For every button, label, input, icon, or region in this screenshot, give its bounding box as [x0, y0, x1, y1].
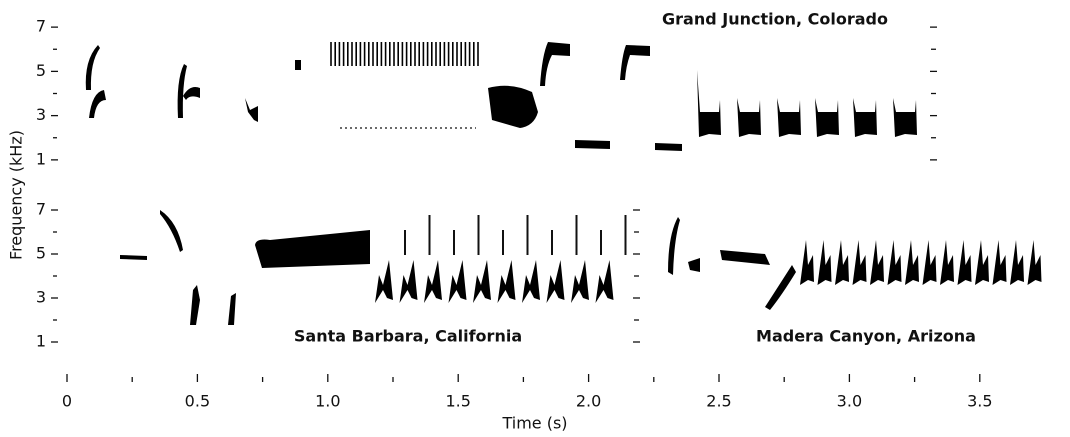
pulse	[817, 240, 832, 285]
pulse	[870, 240, 884, 285]
pulse	[957, 240, 972, 285]
x-axis-label: Time (s)	[501, 414, 567, 433]
y-tick-label: 1	[36, 332, 46, 351]
pulse	[497, 260, 516, 303]
x-tick-label: 3.5	[967, 392, 992, 411]
pulse	[852, 240, 867, 285]
pulse	[448, 260, 467, 303]
pulse	[800, 240, 814, 285]
pulse	[777, 98, 801, 137]
spectrogram-top	[85, 42, 917, 151]
pulse	[737, 98, 761, 137]
pulse	[399, 260, 418, 303]
spectrogram-bottom-left	[120, 210, 627, 325]
pulse	[424, 260, 442, 303]
pulse	[1010, 240, 1024, 285]
pulse	[1027, 240, 1042, 285]
y-axis-label: Frequency (kHz)	[7, 130, 26, 260]
pulse	[571, 260, 589, 303]
panel-title: Grand Junction, Colorado	[662, 10, 888, 29]
y-tick-label: 3	[36, 105, 46, 124]
y-tick-label: 3	[36, 288, 46, 307]
y-tick-label: 7	[36, 200, 46, 219]
panel-title: Madera Canyon, Arizona	[756, 327, 976, 346]
pulse	[835, 240, 849, 285]
pulse	[992, 240, 1007, 285]
x-tick-label: 1.0	[315, 392, 340, 411]
y-tick-label: 1	[36, 149, 46, 168]
pulse	[975, 240, 989, 285]
panel-title: Santa Barbara, California	[294, 327, 522, 346]
pulse	[893, 98, 917, 137]
pulse	[522, 260, 540, 303]
pulse	[375, 260, 393, 303]
pulse	[815, 98, 839, 137]
y-tick-label: 7	[36, 17, 46, 36]
pulse	[595, 260, 614, 303]
y-tick-label: 5	[36, 61, 46, 80]
pulse	[905, 240, 919, 285]
x-tick-label: 2.5	[706, 392, 731, 411]
x-tick-label: 3.0	[837, 392, 862, 411]
x-tick-label: 1.5	[445, 392, 470, 411]
pulse	[922, 240, 937, 285]
pulse	[887, 240, 902, 285]
pulse	[940, 240, 954, 285]
y-tick-label: 5	[36, 244, 46, 263]
pulse	[546, 260, 565, 303]
x-tick-label: 0.5	[185, 392, 210, 411]
x-tick-label: 2.0	[576, 392, 601, 411]
pulse	[697, 70, 721, 137]
x-tick-label: 0	[62, 392, 72, 411]
spectrogram-bottom-right	[668, 217, 1042, 310]
pulse	[473, 260, 491, 303]
pulse	[853, 98, 877, 137]
